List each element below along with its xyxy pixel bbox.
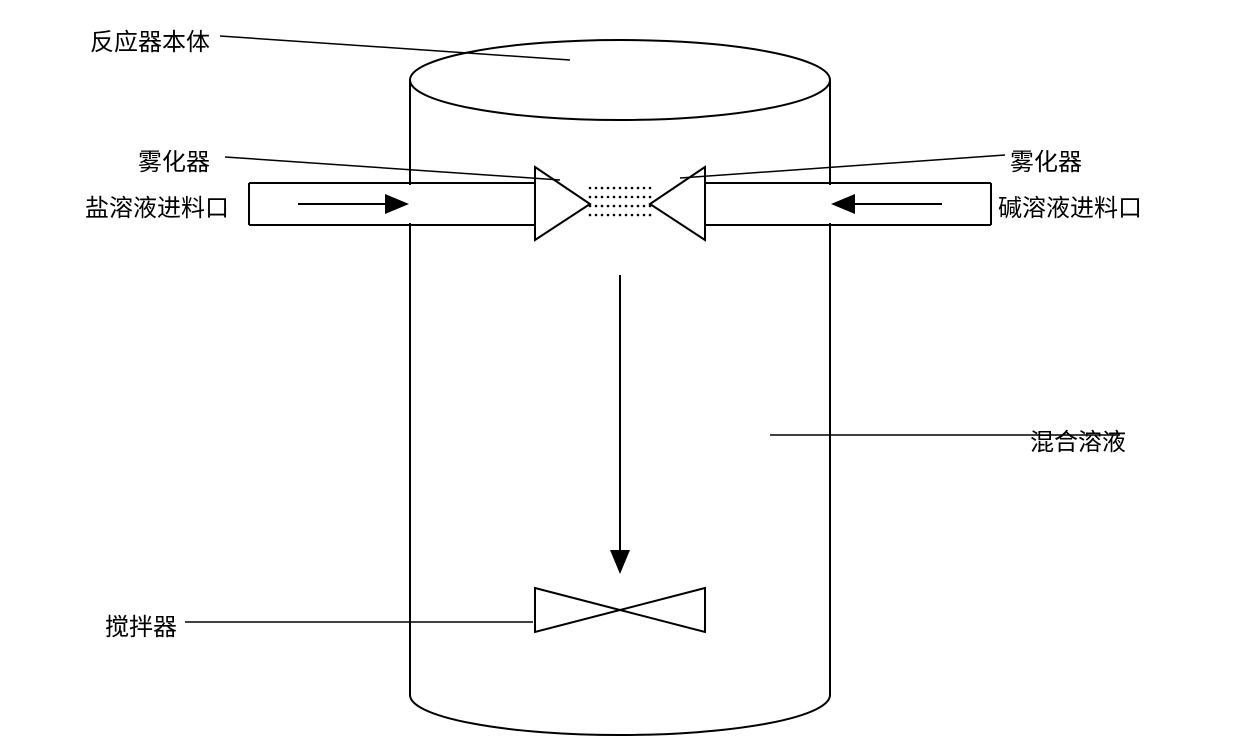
reactor-diagram — [0, 0, 1240, 753]
spray-mist — [589, 187, 652, 217]
leader-lines — [185, 36, 1120, 622]
label-stirrer: 搅拌器 — [105, 607, 177, 642]
label-alkali-inlet: 碱溶液进料口 — [998, 188, 1142, 223]
label-reactor-body: 反应器本体 — [90, 22, 210, 57]
label-atomizer-right: 雾化器 — [1010, 142, 1082, 177]
label-atomizer-left: 雾化器 — [138, 142, 210, 177]
atomizers — [535, 167, 705, 240]
flow-arrows — [298, 204, 942, 570]
label-salt-inlet: 盐溶液进料口 — [85, 188, 229, 223]
stirrer-shape — [535, 588, 705, 632]
label-mixed-solution: 混合溶液 — [1030, 422, 1126, 457]
